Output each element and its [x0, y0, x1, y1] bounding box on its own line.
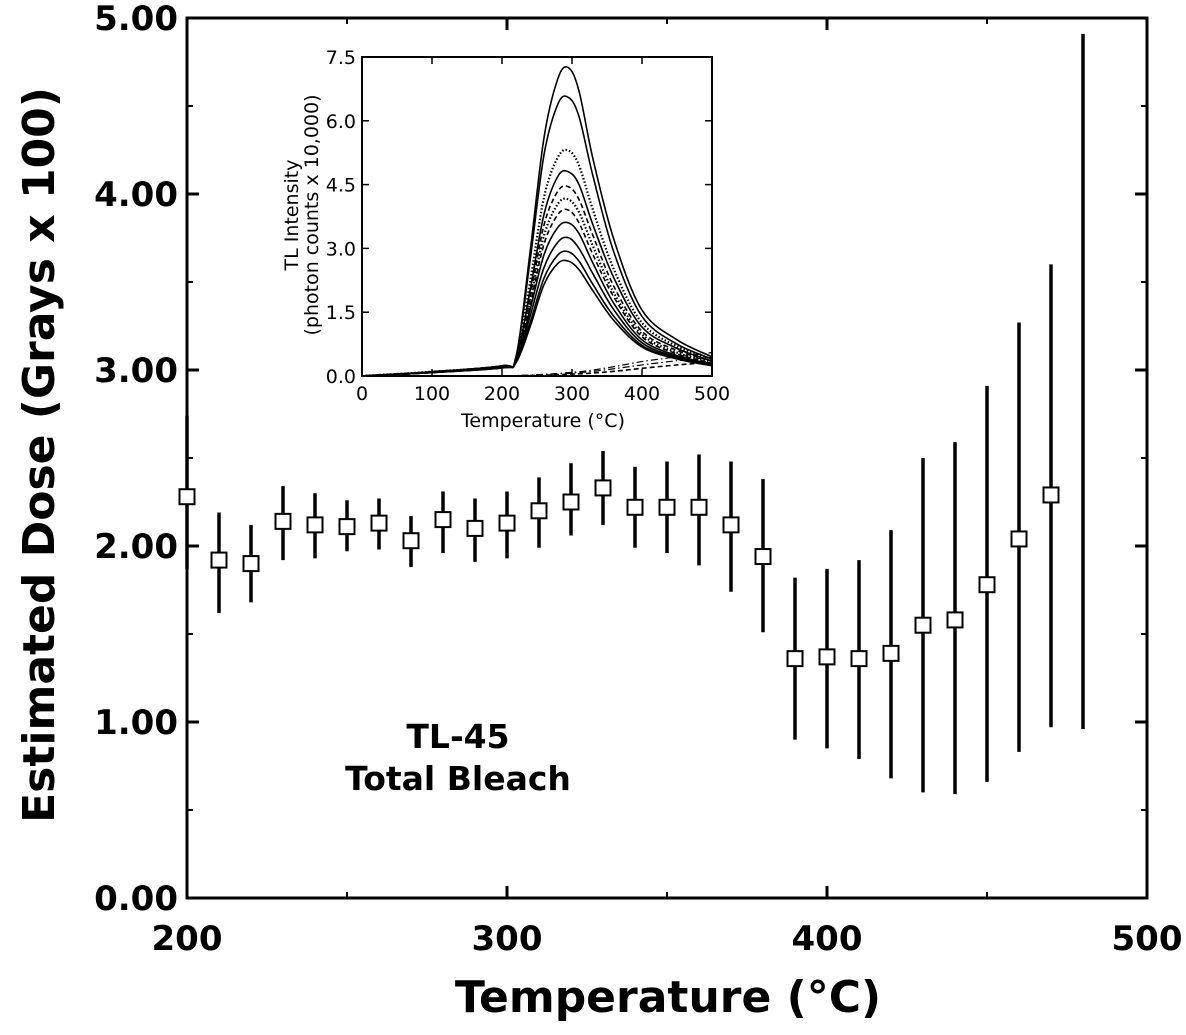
data-point-marker [946, 611, 964, 629]
data-point-marker [818, 648, 836, 666]
data-point-marker [306, 516, 324, 534]
inset-glow-curve [361, 259, 713, 377]
data-point-marker [786, 650, 804, 668]
main-y-axis-label: Estimated Dose (Grays x 100) [14, 87, 65, 823]
data-point-marker [178, 488, 196, 506]
inset-y-axis-label-units: (photon counts x 10,000) [301, 94, 323, 335]
main-y-tick-label: 3.00 [94, 351, 178, 391]
main-x-tick-label: 500 [1112, 919, 1183, 959]
main-x-axis-label: Temperature (°C) [455, 972, 881, 1023]
annotation-line-2: Total Bleach [345, 759, 571, 798]
data-point-marker [690, 498, 708, 516]
inset-glow-curve [362, 352, 713, 377]
data-point-marker [1042, 486, 1060, 504]
inset-x-tick-label: 500 [694, 383, 730, 405]
main-y-tick-label: 2.00 [94, 527, 178, 567]
inset-plot-frame [361, 56, 713, 377]
data-point-marker [1010, 530, 1028, 548]
data-point-marker [466, 519, 484, 537]
inset-x-axis-label: Temperature (°C) [460, 410, 625, 432]
inset-x-tick-label: 0 [356, 383, 368, 405]
inset-y-tick-label: 3.0 [326, 238, 356, 260]
data-point-marker [882, 644, 900, 662]
data-point-marker [594, 479, 612, 497]
inset-y-axis-label: TL Intensity [281, 160, 303, 272]
data-point-marker [626, 498, 644, 516]
inset-y-tick-label: 7.5 [326, 47, 356, 69]
data-point-marker [850, 650, 868, 668]
data-point-marker [434, 511, 452, 529]
data-point-marker [370, 514, 388, 532]
data-point-marker [498, 514, 516, 532]
data-point-marker [402, 532, 420, 550]
inset-y-tick-label: 1.5 [326, 302, 356, 324]
data-point-marker [754, 548, 772, 566]
inset-x-tick-label: 400 [624, 383, 660, 405]
inset-glow-curve [362, 361, 713, 377]
main-x-tick-label: 300 [472, 919, 543, 959]
inset-x-tick-label: 300 [554, 383, 590, 405]
inset-y-tick-label: 6.0 [326, 111, 356, 133]
data-point-marker [530, 502, 548, 520]
main-x-tick-label: 200 [152, 919, 223, 959]
data-point-marker [274, 512, 292, 530]
main-y-tick-label: 1.00 [94, 703, 178, 743]
data-point-marker [658, 498, 676, 516]
inset-glow-curve [362, 356, 713, 377]
data-point-marker [562, 493, 580, 511]
annotation-line-1: TL-45 [406, 717, 509, 756]
main-y-tick-label: 4.00 [94, 175, 178, 215]
data-point-marker [210, 551, 228, 569]
main-y-tick-label: 5.00 [94, 0, 178, 39]
data-point-marker [242, 555, 260, 573]
inset-y-tick-label: 0.0 [326, 366, 356, 388]
main-y-tick-label: 0.00 [94, 879, 178, 919]
data-point-marker [978, 576, 996, 594]
main-x-tick-label: 400 [792, 919, 863, 959]
data-point-marker [722, 516, 740, 534]
data-point-marker [914, 616, 932, 634]
inset-x-tick-label: 100 [414, 383, 450, 405]
inset-y-tick-label: 4.5 [326, 175, 356, 197]
data-point-marker [338, 518, 356, 536]
inset-x-tick-label: 200 [484, 383, 520, 405]
